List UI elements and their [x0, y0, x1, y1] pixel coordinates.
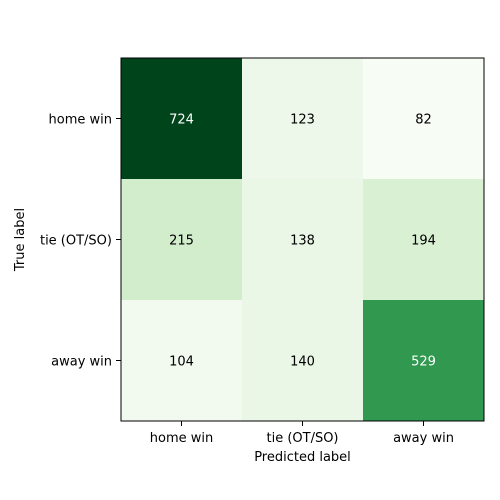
heatmap-cell [121, 179, 242, 300]
heatmap-cells [121, 58, 484, 421]
cell-value-label: 138 [290, 234, 315, 249]
x-tick-label: tie (OT/SO) [266, 431, 338, 446]
x-axis-ticks: home win tie (OT/SO) away win [150, 421, 454, 446]
y-axis-label: True label [13, 208, 28, 272]
cell-value-label: 123 [290, 113, 315, 128]
heatmap-cell [121, 300, 242, 421]
cell-value-label: 724 [169, 113, 194, 128]
y-tick-label: tie (OT/SO) [40, 234, 112, 249]
heatmap-cell [363, 58, 484, 179]
x-axis-label: Predicted label [254, 450, 351, 465]
cell-value-label: 529 [411, 355, 436, 370]
heatmap-cell [242, 300, 363, 421]
cell-value-label: 104 [169, 355, 194, 370]
y-axis-ticks: home win tie (OT/SO) away win [40, 113, 121, 370]
heatmap-cell-labels: 724 123 82 215 138 194 104 140 529 [169, 113, 436, 370]
y-tick-label: away win [51, 355, 112, 370]
cell-value-label: 194 [411, 234, 436, 249]
y-tick-label: home win [49, 113, 112, 128]
heatmap-cell [363, 300, 484, 421]
heatmap-cell [242, 58, 363, 179]
heatmap-cell [242, 179, 363, 300]
cell-value-label: 140 [290, 355, 315, 370]
heatmap-cell [121, 58, 242, 179]
cell-value-label: 82 [415, 113, 432, 128]
x-tick-label: away win [393, 431, 454, 446]
heatmap-cell [363, 179, 484, 300]
x-tick-label: home win [150, 431, 213, 446]
cell-value-label: 215 [169, 234, 194, 249]
